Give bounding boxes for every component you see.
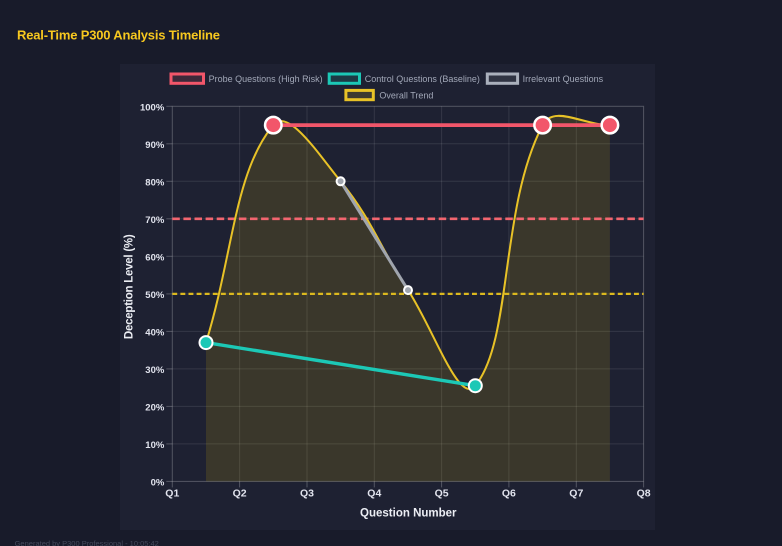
svg-text:Q8: Q8 — [637, 488, 651, 500]
svg-text:Q4: Q4 — [367, 488, 381, 500]
svg-text:Irrelevant Questions: Irrelevant Questions — [523, 74, 604, 84]
svg-text:80%: 80% — [145, 177, 165, 188]
svg-text:Q5: Q5 — [435, 488, 449, 500]
svg-text:60%: 60% — [145, 252, 165, 263]
svg-text:Control Questions (Baseline): Control Questions (Baseline) — [365, 74, 480, 84]
svg-text:40%: 40% — [145, 328, 165, 339]
svg-text:20%: 20% — [145, 403, 165, 414]
svg-text:Q1: Q1 — [165, 488, 179, 500]
svg-text:Probe Questions (High Risk): Probe Questions (High Risk) — [209, 74, 323, 84]
svg-text:Q6: Q6 — [502, 488, 516, 500]
svg-text:Real-Time P300 Analysis Timeli: Real-Time P300 Analysis Timeline — [17, 28, 220, 43]
svg-text:10%: 10% — [145, 440, 165, 451]
svg-text:90%: 90% — [145, 140, 165, 151]
svg-text:100%: 100% — [140, 102, 165, 113]
svg-text:Generated by P300 Professional: Generated by P300 Professional - 10:05:4… — [15, 539, 159, 546]
svg-text:50%: 50% — [145, 290, 165, 301]
svg-text:Q7: Q7 — [569, 488, 583, 500]
svg-text:Question Number: Question Number — [360, 508, 457, 520]
svg-text:0%: 0% — [151, 478, 165, 489]
svg-text:Q3: Q3 — [300, 488, 314, 500]
svg-text:Q2: Q2 — [233, 488, 247, 500]
svg-text:Deception Level (%): Deception Level (%) — [124, 234, 136, 339]
svg-text:30%: 30% — [145, 365, 165, 376]
svg-text:70%: 70% — [145, 215, 165, 226]
svg-text:Overall Trend: Overall Trend — [379, 90, 433, 100]
